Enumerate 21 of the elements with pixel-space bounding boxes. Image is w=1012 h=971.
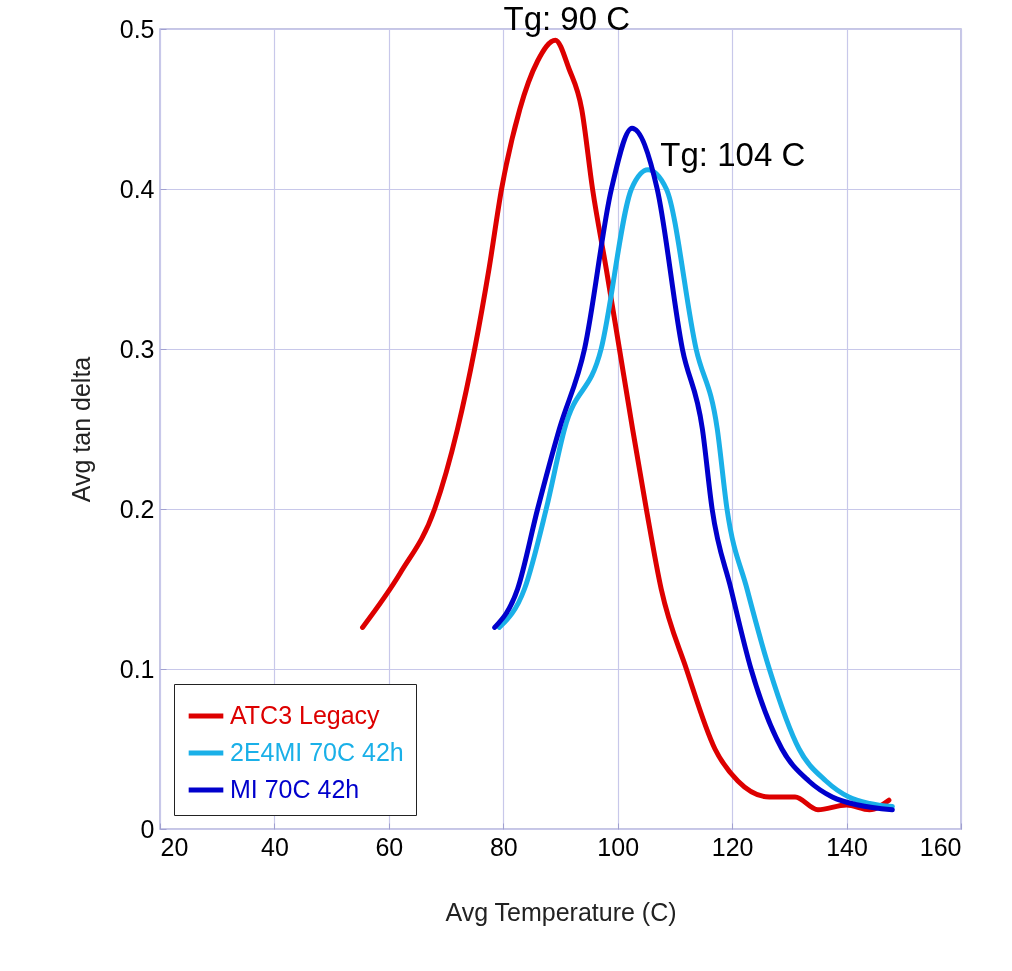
y-tick-label: 0.2 bbox=[119, 494, 155, 523]
y-tick-label: 0.4 bbox=[119, 174, 155, 203]
legend-label: ATC3 Legacy bbox=[230, 701, 381, 729]
legend-label: 2E4MI 70C 42h bbox=[230, 738, 404, 766]
y-tick-label: 0.3 bbox=[119, 334, 155, 363]
x-tick-label: 20 bbox=[160, 832, 189, 861]
annotation: Tg: 90 C bbox=[503, 0, 631, 38]
legend-label: MI 70C 42h bbox=[230, 775, 360, 803]
x-tick-label: 40 bbox=[261, 832, 289, 861]
x-tick-label: 80 bbox=[489, 832, 518, 861]
y-axis-title: Avg tan delta bbox=[66, 356, 95, 503]
annotation: Tg: 104 C bbox=[660, 135, 806, 173]
y-tick-label: 0.5 bbox=[119, 14, 155, 43]
x-tick-label: 100 bbox=[597, 832, 640, 861]
x-axis-title: Avg Temperature (C) bbox=[445, 897, 677, 926]
x-tick-label: 60 bbox=[375, 832, 404, 861]
y-tick-label: 0.1 bbox=[119, 654, 155, 683]
x-tick-label: 120 bbox=[711, 832, 754, 861]
x-tick-label: 140 bbox=[826, 832, 868, 861]
y-tick-label: 0 bbox=[140, 814, 155, 843]
x-tick-label: 160 bbox=[919, 832, 962, 861]
